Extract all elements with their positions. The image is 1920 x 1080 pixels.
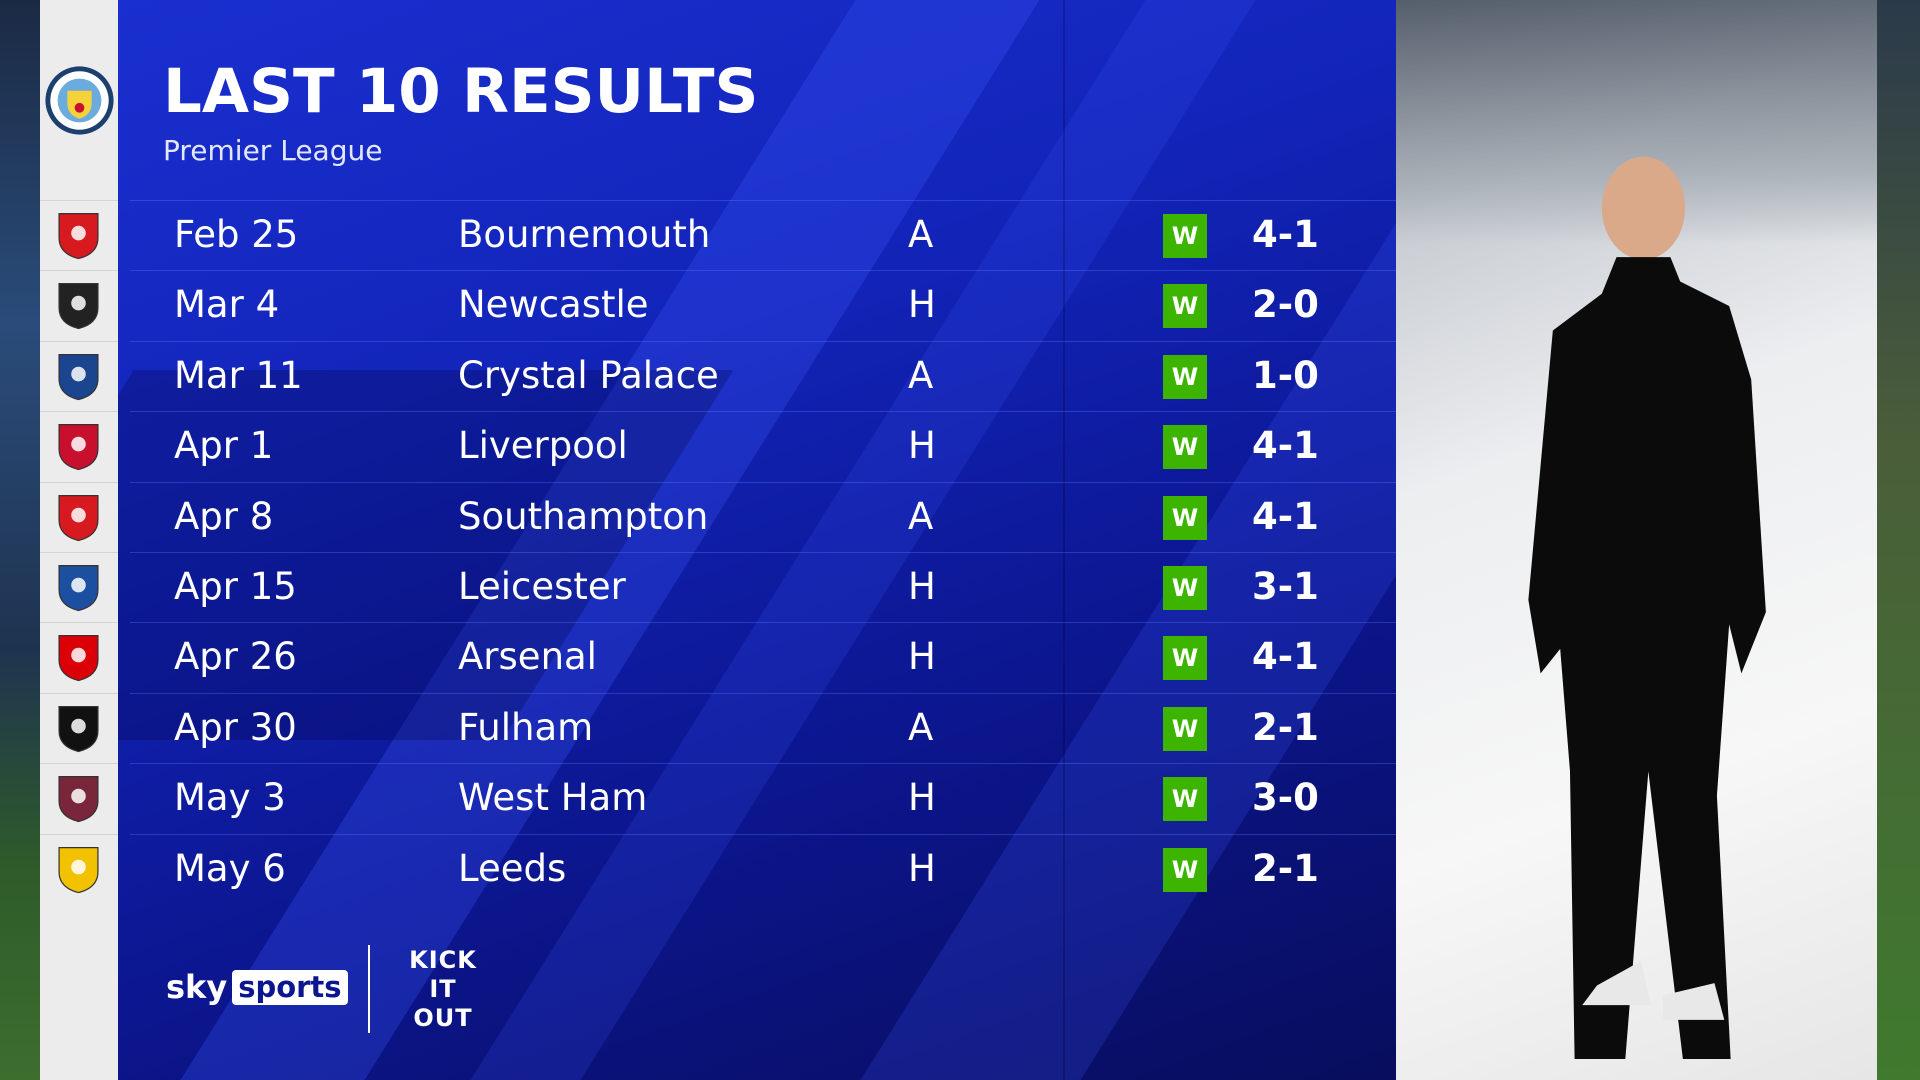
outcome-badge: W	[1163, 777, 1207, 822]
result-row: May 3 West Ham H W 3-0	[130, 763, 1396, 834]
sports-logo-text: sports	[232, 969, 348, 1005]
opponent-name: Newcastle	[458, 283, 649, 327]
opponent-crest-icon	[58, 635, 99, 682]
opponent-name: Arsenal	[458, 635, 597, 679]
opponent-crest-icon	[58, 213, 99, 260]
match-score: 4-1	[1252, 635, 1319, 679]
results-panel: LAST 10 RESULTS Premier League Feb 25 Bou…	[118, 0, 1396, 1080]
opponent-crest-icon	[58, 283, 99, 330]
outcome-badge: W	[1163, 566, 1207, 610]
outcome-badge: W	[1163, 284, 1207, 329]
match-score: 3-1	[1252, 565, 1319, 608]
outcome-badge: W	[1163, 706, 1207, 751]
outcome-badge: W	[1163, 636, 1207, 681]
result-date: Feb 25	[174, 213, 299, 256]
opponent-name: Bournemouth	[458, 213, 711, 256]
opponent-name: Fulham	[458, 705, 594, 749]
result-row: Apr 1 Liverpool H W 4-1	[130, 411, 1396, 482]
result-date: Apr 26	[174, 635, 297, 679]
venue-indicator: H	[908, 846, 936, 890]
result-row: Feb 25 Bournemouth A W 4-1	[130, 200, 1396, 271]
result-date: Apr 8	[174, 494, 274, 538]
match-score: 4-1	[1252, 424, 1319, 468]
kick-it-out-logo: KICK IT OUT	[409, 946, 477, 1032]
venue-indicator: H	[908, 776, 936, 820]
result-row: Apr 15 Leicester H W 3-1	[130, 552, 1396, 623]
result-date: Mar 11	[174, 353, 303, 397]
opponent-crest-icon	[58, 424, 99, 471]
opponent-name: Leeds	[458, 846, 567, 890]
result-date: Apr 15	[174, 565, 297, 608]
opponent-crest-icon	[58, 353, 99, 400]
outcome-badge: W	[1163, 847, 1207, 892]
venue-indicator: H	[908, 424, 936, 468]
opponent-name: Liverpool	[458, 424, 628, 468]
result-date: May 6	[174, 846, 286, 890]
venue-indicator: A	[908, 494, 934, 538]
stadium-background-right	[1877, 0, 1920, 1080]
column-divider	[1063, 0, 1065, 1080]
stadium-background-left	[0, 0, 40, 1080]
outcome-badge: W	[1163, 425, 1207, 470]
opponent-crest-icon	[58, 846, 99, 893]
match-score: 4-1	[1252, 213, 1319, 256]
venue-indicator: H	[908, 635, 936, 679]
manager-photo	[1396, 0, 1877, 1080]
competition-subtitle: Premier League	[163, 134, 383, 167]
venue-indicator: H	[908, 565, 936, 608]
venue-indicator: H	[908, 283, 936, 327]
result-row: May 6 Leeds H W 2-1	[130, 833, 1396, 905]
result-date: Mar 4	[174, 283, 280, 327]
opponent-crest-icon	[58, 565, 99, 612]
match-score: 2-1	[1252, 705, 1319, 749]
manager-figure	[1528, 156, 1766, 1059]
result-row: Apr 26 Arsenal H W 4-1	[130, 622, 1396, 693]
match-score: 4-1	[1252, 494, 1319, 538]
match-score: 2-0	[1252, 283, 1319, 327]
manchester-city-crest-icon	[45, 66, 114, 135]
outcome-badge: W	[1163, 354, 1207, 399]
opponent-name: Crystal Palace	[458, 353, 719, 397]
venue-indicator: A	[908, 353, 934, 397]
sky-sports-logo: sky sports	[166, 968, 348, 1006]
opponent-crest-icon	[58, 705, 99, 752]
result-row: Mar 4 Newcastle H W 2-0	[130, 270, 1396, 341]
result-date: Apr 30	[174, 705, 297, 749]
opponent-name: West Ham	[458, 776, 648, 820]
result-row: Mar 11 Crystal Palace A W 1-0	[130, 340, 1396, 412]
outcome-badge: W	[1163, 495, 1207, 540]
logo-divider	[368, 945, 370, 1033]
venue-indicator: A	[908, 705, 934, 749]
match-score: 2-1	[1252, 846, 1319, 890]
page-title: LAST 10 RESULTS	[163, 56, 759, 127]
result-row: Apr 8 Southampton A W 4-1	[130, 481, 1396, 553]
outcome-badge: W	[1163, 214, 1207, 258]
match-score: 1-0	[1252, 353, 1319, 397]
opponent-crest-icon	[58, 494, 99, 541]
result-date: May 3	[174, 776, 286, 820]
opponent-name: Leicester	[458, 565, 626, 608]
result-row: Apr 30 Fulham A W 2-1	[130, 692, 1396, 764]
opponent-name: Southampton	[458, 494, 709, 538]
venue-indicator: A	[908, 213, 934, 256]
sky-logo-text: sky	[166, 968, 228, 1006]
match-score: 3-0	[1252, 776, 1319, 820]
opponent-crest-icon	[58, 776, 99, 823]
result-date: Apr 1	[174, 424, 274, 468]
crest-column	[40, 0, 118, 1080]
